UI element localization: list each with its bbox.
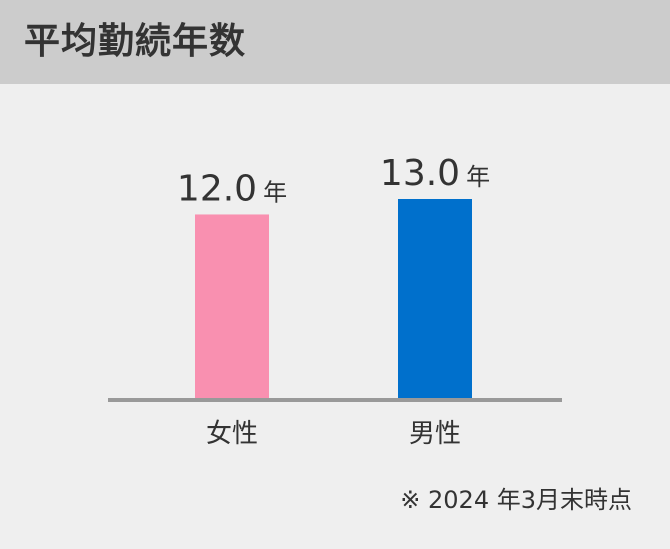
bar-1	[195, 214, 269, 400]
category-label-1: 女性	[206, 419, 258, 449]
data-label-value: 12.0	[177, 168, 257, 209]
bar-2	[398, 199, 472, 400]
data-label-1: 12.0 年	[177, 168, 287, 209]
data-label-unit: 年	[466, 163, 490, 191]
header-bar: 平均勤続年数	[0, 0, 670, 84]
data-label-value: 13.0	[380, 153, 460, 194]
data-label-2: 13.0 年	[380, 153, 490, 194]
footnote: ※ 2024 年3月末時点	[400, 486, 632, 514]
category-label-2: 男性	[409, 419, 461, 449]
page-title: 平均勤続年数	[24, 21, 247, 62]
data-label-unit: 年	[263, 178, 287, 206]
